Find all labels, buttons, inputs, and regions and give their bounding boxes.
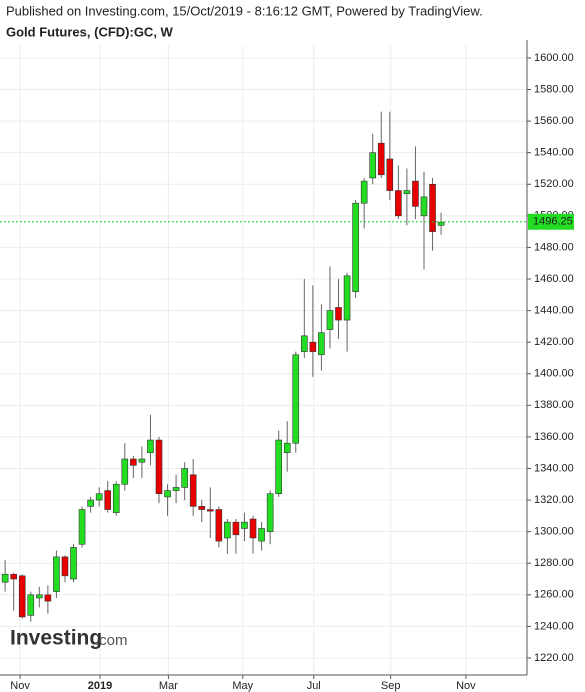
candle-body <box>18 575 26 618</box>
candle-body <box>164 490 171 498</box>
candle-body <box>241 521 248 529</box>
candle-body <box>155 439 163 495</box>
logo-suffix: .com <box>95 632 128 649</box>
candle-body <box>121 458 129 485</box>
x-tick-label: Nov <box>456 680 476 692</box>
x-tick-label: May <box>232 680 253 692</box>
candle-body <box>53 556 60 592</box>
candle-body <box>309 341 317 352</box>
candle-body <box>275 439 282 495</box>
y-tick-label: 1260.00 <box>534 589 574 601</box>
y-tick-label: 1520.00 <box>534 178 574 190</box>
candle-body <box>232 521 240 536</box>
candle-body <box>70 547 77 580</box>
candle-body <box>10 573 17 580</box>
plot: 1220.00 1240.00 1260.00 1280.00 1300.00 1320.… <box>0 40 574 692</box>
candle-body <box>429 183 436 232</box>
candle-body <box>87 499 94 507</box>
candle-body <box>95 493 103 501</box>
y-tick-label: 1360.00 <box>534 431 574 443</box>
candle-body <box>172 487 180 491</box>
header-published: Published on Investing.com, 15/Oct/2019 … <box>6 3 483 18</box>
x-tick-label: Jul <box>307 680 321 692</box>
y-tick-label: 1540.00 <box>534 147 574 159</box>
candle-body <box>437 221 445 226</box>
y-tick-label: 1580.00 <box>534 83 574 95</box>
candle-body <box>249 518 257 539</box>
x-tick-label: 2019 <box>88 680 112 692</box>
x-tick-label: Sep <box>381 680 401 692</box>
candle-body <box>395 190 402 217</box>
candle-body <box>138 458 146 463</box>
last-price-box <box>528 213 574 230</box>
instrument-title: Gold Futures, (CFD):GC, W <box>6 24 174 39</box>
candle-body <box>44 594 52 602</box>
y-tick-label: 1340.00 <box>534 462 574 474</box>
candle-body <box>403 190 411 195</box>
candle-body <box>360 180 368 204</box>
y-tick-label: 1220.00 <box>534 652 574 664</box>
y-tick-label: 1320.00 <box>534 494 574 506</box>
candle-body <box>412 180 419 207</box>
candle-body <box>224 521 231 539</box>
x-tick-label: Mar <box>159 680 178 692</box>
y-tick-label: 1600.00 <box>534 52 574 64</box>
y-tick-label: 1280.00 <box>534 557 574 569</box>
y-tick-label: 1480.00 <box>534 241 574 253</box>
candle-body <box>335 307 342 321</box>
candle-body <box>215 509 223 542</box>
candle-body <box>283 442 291 453</box>
candle-body <box>147 439 154 453</box>
y-tick-label: 1460.00 <box>534 273 574 285</box>
candle-body <box>352 202 359 292</box>
candle-body <box>206 509 214 512</box>
candle-body <box>343 275 351 321</box>
candle-body <box>377 142 385 176</box>
y-tick-label: 1440.00 <box>534 304 574 316</box>
logo-brand: Investing <box>10 627 102 650</box>
x-tick-label: Nov <box>10 680 30 692</box>
y-tick-label: 1400.00 <box>534 368 574 380</box>
candle-body <box>78 509 86 545</box>
candle-body <box>198 506 206 510</box>
last-price-label: 1496.25 <box>533 216 573 228</box>
candle-body <box>27 594 35 616</box>
candle-body <box>104 490 112 510</box>
candle-body <box>189 474 197 507</box>
candle-body <box>130 458 137 466</box>
y-tick-label: 1420.00 <box>534 336 574 348</box>
y-tick-label: 1240.00 <box>534 620 574 632</box>
candle-body <box>36 594 43 599</box>
candle-body <box>1 573 9 583</box>
candle-body <box>181 468 188 488</box>
candle-body <box>112 483 120 513</box>
y-tick-label: 1380.00 <box>534 399 574 411</box>
y-tick-label: 1300.00 <box>534 526 574 538</box>
y-tick-label: 1560.00 <box>534 115 574 127</box>
candle-body <box>386 158 394 191</box>
candle-body <box>61 556 69 577</box>
candle-body <box>301 335 308 352</box>
candle-body <box>420 196 428 217</box>
candle-body <box>318 332 325 356</box>
candle-body <box>258 528 265 542</box>
candle-body <box>369 152 377 179</box>
candle-body <box>326 310 334 330</box>
candle-body <box>292 354 300 444</box>
candle-body <box>266 493 274 532</box>
